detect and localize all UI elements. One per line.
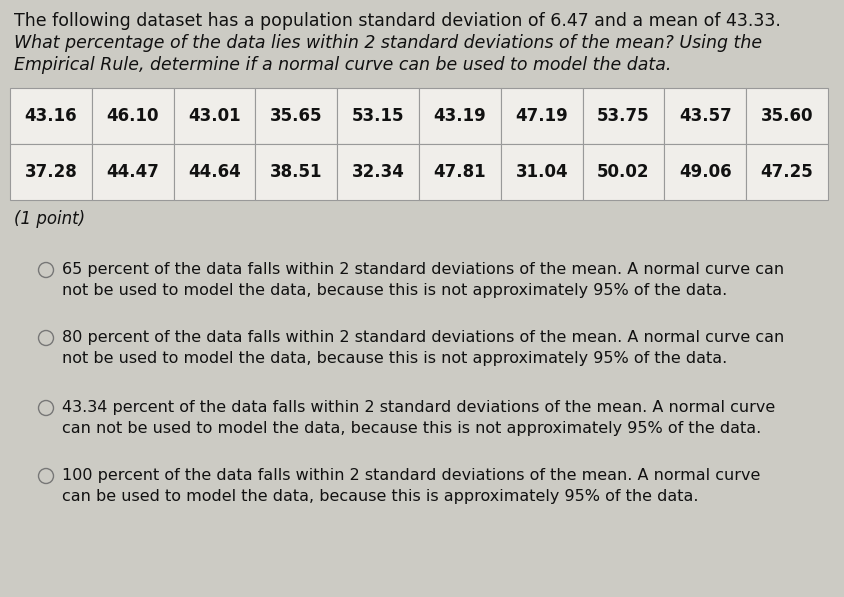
- Bar: [92, 88, 174, 144]
- Text: 43.34 percent of the data falls within 2 standard deviations of the mean. A norm: 43.34 percent of the data falls within 2…: [62, 400, 776, 436]
- Text: 53.75: 53.75: [598, 107, 650, 125]
- Bar: [419, 144, 500, 200]
- Text: The following dataset has a population standard deviation of 6.47 and a mean of : The following dataset has a population s…: [14, 12, 781, 30]
- Text: 50.02: 50.02: [598, 163, 650, 181]
- Bar: [338, 144, 419, 200]
- Text: 43.19: 43.19: [434, 107, 486, 125]
- Text: 53.15: 53.15: [352, 107, 404, 125]
- Bar: [256, 88, 338, 144]
- Bar: [746, 88, 828, 144]
- Bar: [174, 144, 256, 200]
- Bar: [664, 144, 746, 200]
- Bar: [10, 144, 92, 200]
- Bar: [582, 88, 664, 144]
- Text: 43.57: 43.57: [679, 107, 732, 125]
- Bar: [582, 144, 664, 200]
- Text: 44.47: 44.47: [106, 163, 160, 181]
- Bar: [419, 88, 500, 144]
- Bar: [10, 88, 92, 144]
- Bar: [338, 88, 419, 144]
- Bar: [174, 88, 256, 144]
- Text: Empirical Rule, determine if a normal curve can be used to model the data.: Empirical Rule, determine if a normal cu…: [14, 56, 671, 74]
- Text: 43.16: 43.16: [24, 107, 77, 125]
- Text: 35.60: 35.60: [760, 107, 814, 125]
- Text: (1 point): (1 point): [14, 210, 85, 228]
- Text: 47.25: 47.25: [760, 163, 814, 181]
- Text: 65 percent of the data falls within 2 standard deviations of the mean. A normal : 65 percent of the data falls within 2 st…: [62, 262, 784, 298]
- Text: 31.04: 31.04: [516, 163, 568, 181]
- Bar: [500, 144, 582, 200]
- Text: 49.06: 49.06: [679, 163, 732, 181]
- Text: 44.64: 44.64: [188, 163, 241, 181]
- Text: 46.10: 46.10: [106, 107, 159, 125]
- Text: 100 percent of the data falls within 2 standard deviations of the mean. A normal: 100 percent of the data falls within 2 s…: [62, 468, 760, 504]
- Text: 37.28: 37.28: [24, 163, 78, 181]
- Text: 47.81: 47.81: [434, 163, 486, 181]
- Text: 80 percent of the data falls within 2 standard deviations of the mean. A normal : 80 percent of the data falls within 2 st…: [62, 330, 784, 366]
- Bar: [746, 144, 828, 200]
- Bar: [256, 144, 338, 200]
- Bar: [500, 88, 582, 144]
- Bar: [664, 88, 746, 144]
- Text: 38.51: 38.51: [270, 163, 322, 181]
- Text: 35.65: 35.65: [270, 107, 322, 125]
- Text: What percentage of the data lies within 2 standard deviations of the mean? Using: What percentage of the data lies within …: [14, 34, 762, 52]
- Text: 47.19: 47.19: [516, 107, 568, 125]
- Text: 43.01: 43.01: [188, 107, 241, 125]
- Text: 32.34: 32.34: [352, 163, 404, 181]
- Bar: [92, 144, 174, 200]
